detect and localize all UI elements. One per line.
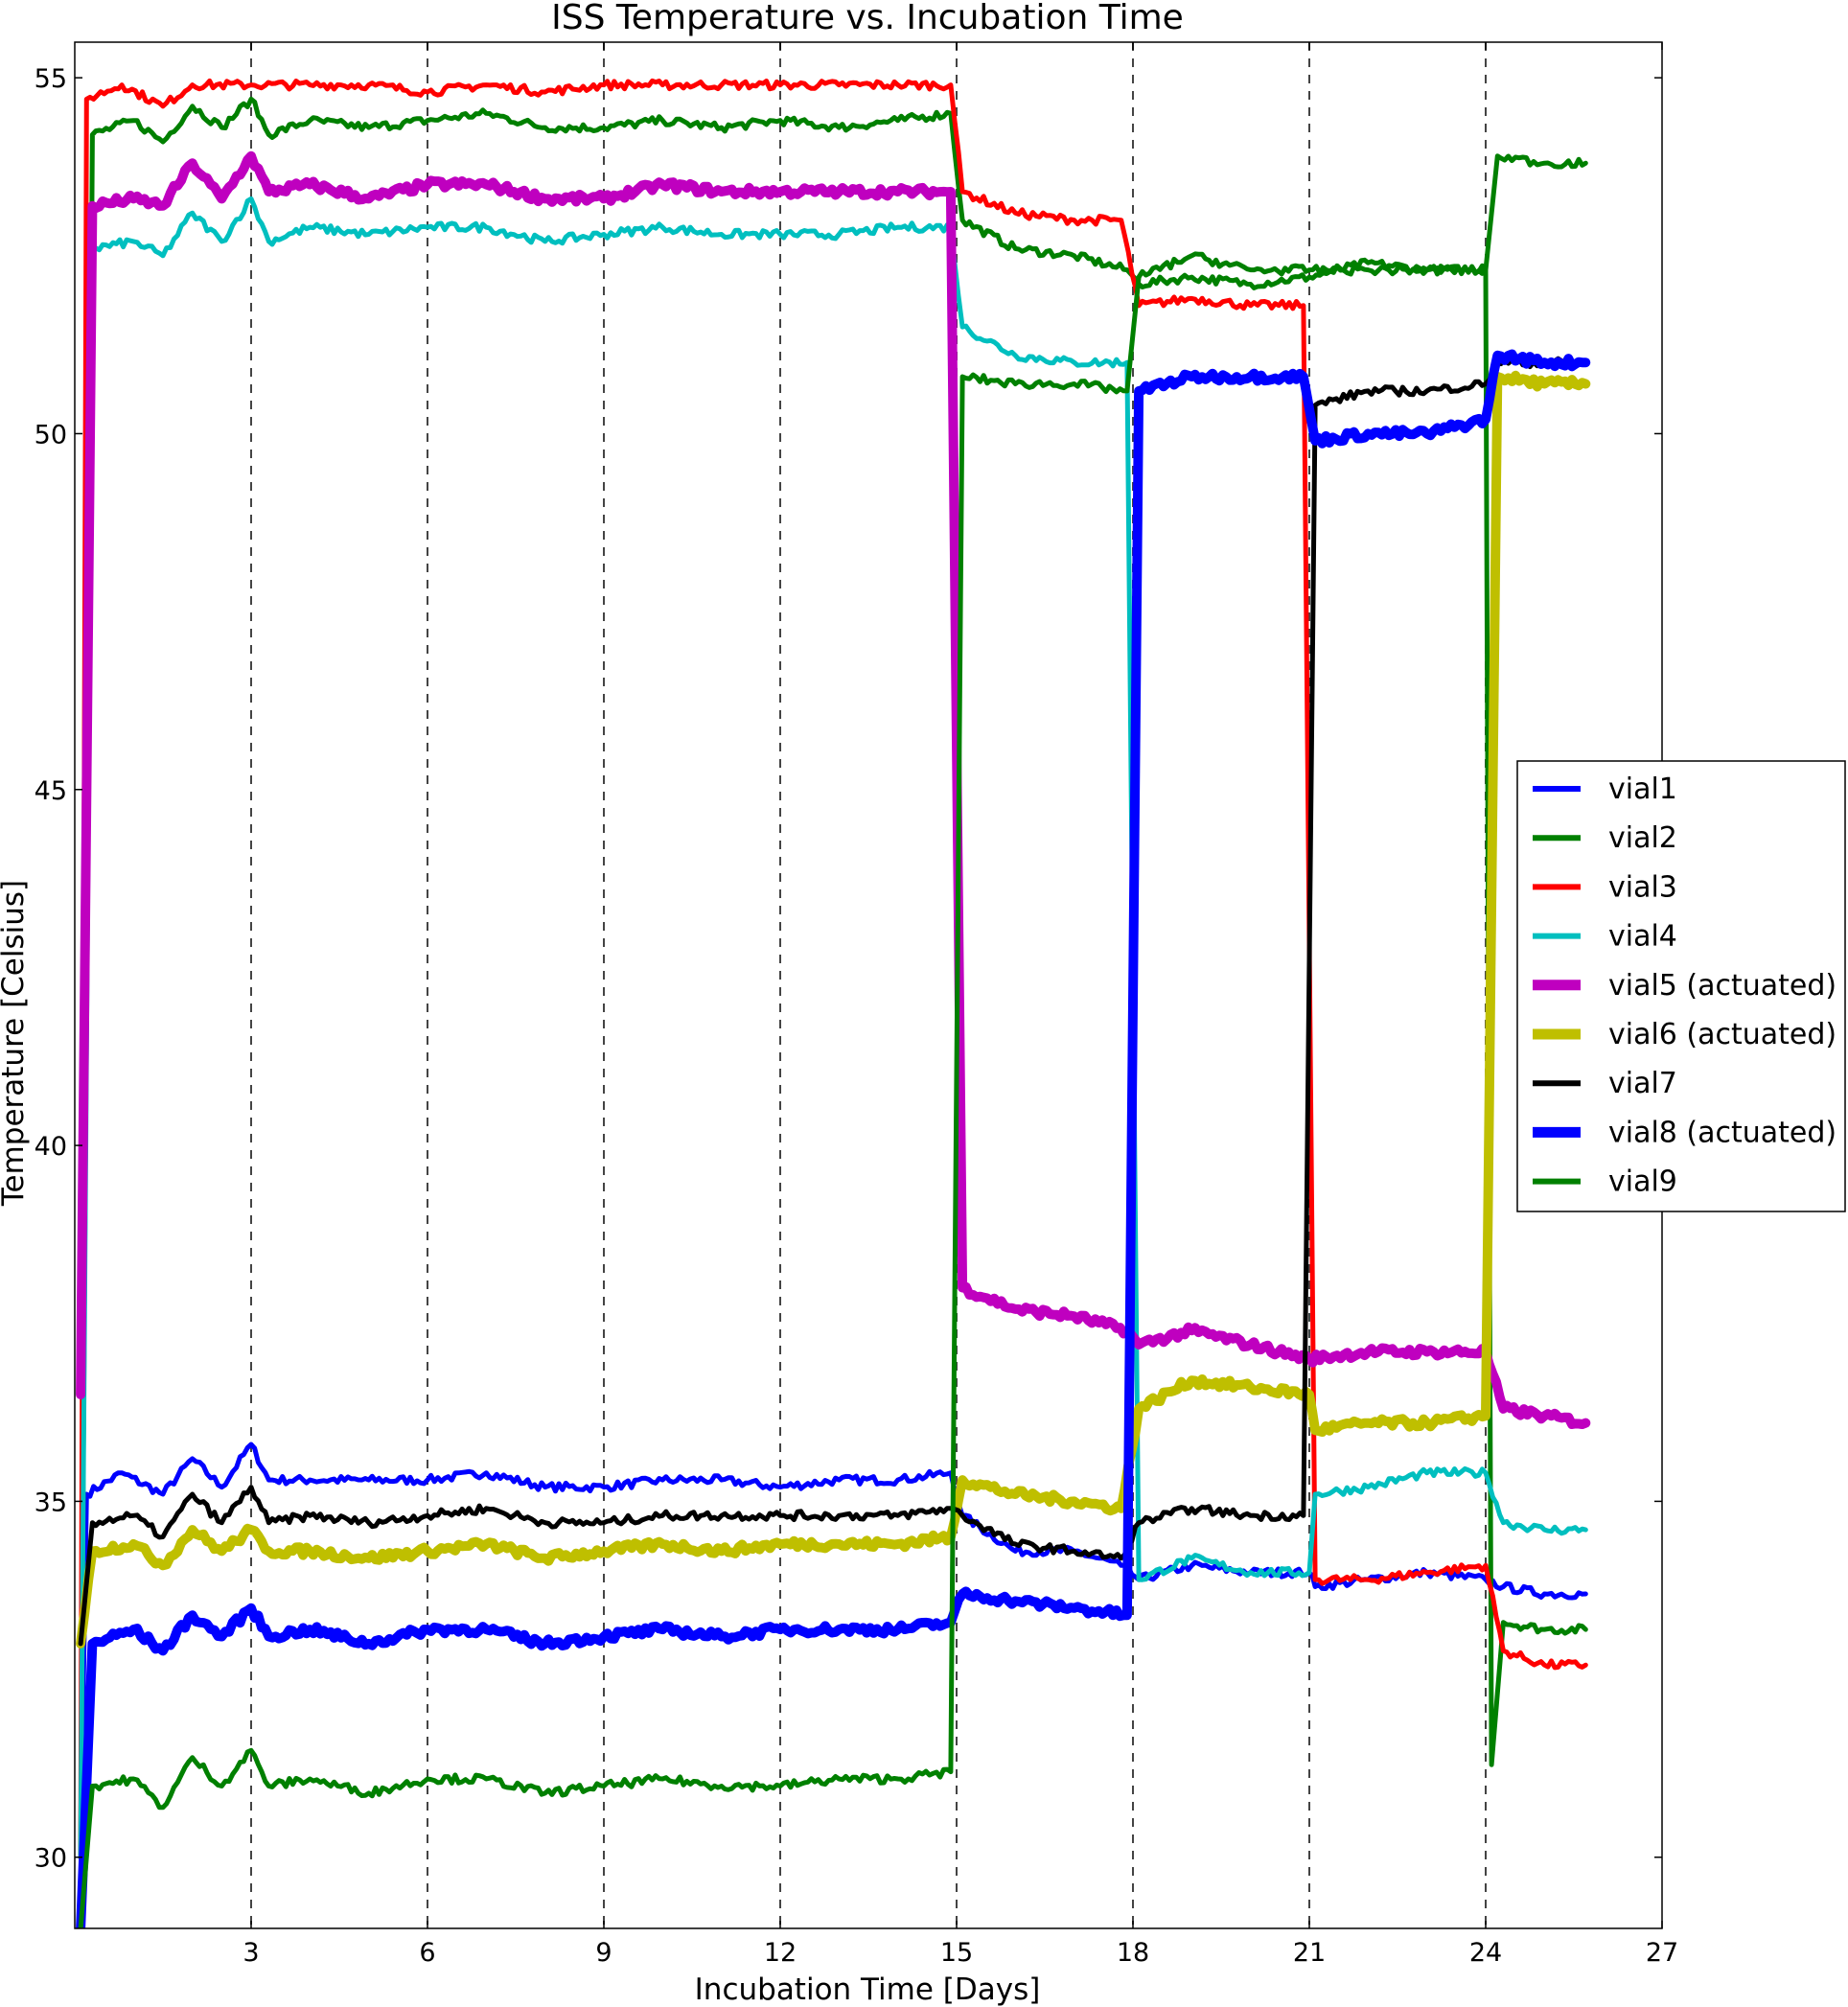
x-tick-label: 27 [1646,1938,1678,1968]
axis-ticks: 3 6 9 12 15 18 21 24 27 30 35 40 45 50 55 [35,42,1679,1968]
series-line-7 [81,358,1585,1644]
series-line-5 [81,156,1585,1424]
legend-label: vial1 [1608,773,1677,806]
series-line-3 [81,81,1585,1857]
y-tick-label: 45 [35,776,67,806]
x-tick-label: 21 [1293,1938,1326,1968]
plot-frame [75,42,1662,1928]
x-tick-label: 3 [243,1938,259,1968]
y-tick-label: 55 [35,64,67,94]
y-tick-label: 40 [35,1132,67,1162]
x-tick-label: 9 [595,1938,612,1968]
x-tick-label: 12 [764,1938,797,1968]
series-line-9 [81,156,1585,1928]
chart-title: ISS Temperature vs. Incubation Time [551,0,1184,37]
legend-label: vial8 (actuated) [1608,1116,1836,1149]
legend-label: vial3 [1608,870,1677,904]
series-line-1 [81,1444,1585,1857]
legend: vial1 vial2 vial3 vial4 vial5 (actuated) vial… [1517,761,1845,1211]
series-line-8 [81,355,1585,1929]
series-lines [81,81,1585,1928]
x-tick-label: 15 [940,1938,973,1968]
x-tick-label: 18 [1117,1938,1149,1968]
legend-label: vial6 (actuated) [1608,1018,1836,1051]
series-line-4 [81,198,1585,1857]
vertical-gridlines [251,42,1486,1928]
legend-label: vial4 [1608,920,1677,954]
y-tick-label: 35 [35,1488,67,1517]
x-tick-label: 6 [419,1938,435,1968]
legend-label: vial2 [1608,821,1677,855]
series-line-2 [81,99,1585,1857]
y-axis-label: Temperature [Celsius] [0,880,31,1207]
x-tick-label: 24 [1469,1938,1502,1968]
legend-label: vial5 (actuated) [1608,969,1836,1003]
series-line-6 [81,376,1585,1644]
x-axis-label: Incubation Time [Days] [695,1972,1041,2007]
legend-label: vial9 [1608,1165,1677,1199]
y-tick-label: 50 [35,420,67,450]
legend-label: vial7 [1608,1067,1677,1100]
y-tick-label: 30 [35,1844,67,1874]
